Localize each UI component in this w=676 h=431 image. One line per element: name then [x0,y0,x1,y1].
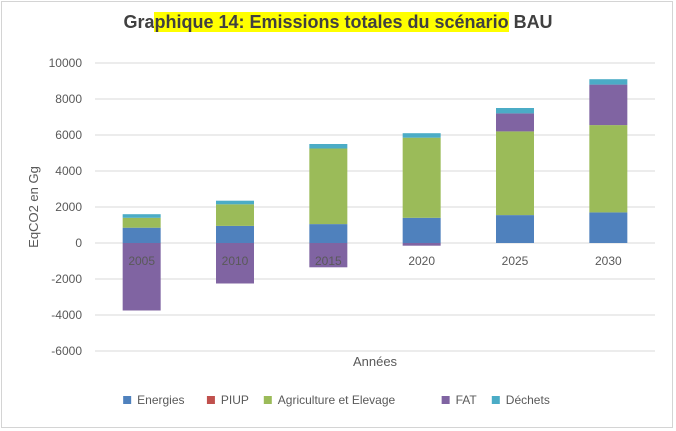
y-axis-title: EqCO2 en Gg [26,166,41,248]
chart-title-pre: Gra [123,12,155,32]
legend-swatch-energies [123,396,132,404]
y-tick-label: -4000 [51,308,82,322]
y-tick-label: -6000 [51,344,82,358]
bar-segment-agriculture-et-elevage [216,204,254,226]
bar-segment-agriculture-et-elevage [402,137,441,218]
bar-segment-agriculture-et-elevage [496,131,534,216]
chart-title-post: BAU [508,12,553,32]
bar-segment-energies [496,215,534,243]
legend-label-piup: PIUP [221,393,249,407]
bar-segment-energies [309,224,348,243]
bar-segment-energies [122,227,161,243]
legend-label-energies: Energies [137,393,184,407]
y-tick-label: 10000 [49,56,83,70]
bar-segment-agriculture-et-elevage [122,217,161,228]
bar-segment-fat [589,84,628,126]
bar-segment-d-chets [402,133,441,138]
y-tick-label: 6000 [55,128,82,142]
chart-title-highlight: phique 14: Emissions totales du scénario [154,12,509,32]
bar-segment-fat [496,113,534,132]
bar-segment-d-chets [309,144,348,149]
bar-segment-agriculture-et-elevage [589,125,628,213]
y-tick-label: 0 [75,236,82,250]
bar-segment-fat [402,243,441,246]
x-tick-label: 2030 [595,254,622,268]
chart-title: Graphique 14: Emissions totales du scéna… [0,12,676,33]
legend-label-d-chets: Déchets [506,393,550,407]
x-tick-label: 2010 [222,254,249,268]
bar-segment-d-chets [496,108,534,114]
legend-label-fat: FAT [456,393,478,407]
x-tick-label: 2005 [128,254,155,268]
bar-segment-fat [122,243,161,311]
bar-segment-d-chets [216,200,254,205]
bar-segment-fat [216,243,254,284]
legend-swatch-fat [441,396,450,404]
y-tick-label: 8000 [55,92,82,106]
y-tick-label: -2000 [51,272,82,286]
bar-segment-d-chets [589,79,628,85]
legend-swatch-agriculture-et-elevage [263,396,272,404]
legend-label-agriculture-et-elevage: Agriculture et Elevage [278,393,396,407]
bar-segment-d-chets [122,214,161,218]
x-tick-label: 2020 [408,254,435,268]
bar-segment-agriculture-et-elevage [309,148,348,225]
x-tick-label: 2015 [315,254,342,268]
legend-swatch-piup [206,396,215,404]
x-tick-label: 2025 [502,254,529,268]
y-tick-label: 2000 [55,200,82,214]
bar-segment-fat [309,243,348,268]
bar-segment-energies [402,217,441,243]
x-axis-title: Années [353,354,398,369]
legend-swatch-d-chets [491,396,500,404]
bar-segment-energies [216,225,254,243]
y-tick-label: 4000 [55,164,82,178]
bar-segment-energies [589,212,628,243]
